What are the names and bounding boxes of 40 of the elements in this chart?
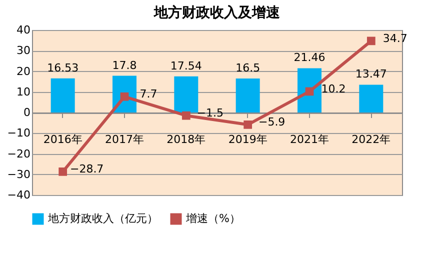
bar — [359, 84, 384, 112]
point — [366, 36, 376, 46]
bar — [50, 78, 75, 112]
data-label: 13.47 — [355, 68, 387, 81]
bar — [174, 76, 198, 112]
legend-label: 增速（%） — [185, 212, 240, 225]
data-label: 21.46 — [294, 51, 326, 64]
data-label: 17.54 — [170, 59, 202, 72]
y-tick-label: 40 — [16, 24, 30, 36]
point — [182, 111, 190, 120]
y-tick-label: −40 — [7, 188, 30, 202]
y-tick-label: −20 — [7, 147, 30, 160]
point — [305, 87, 314, 96]
data-label: −5.9 — [258, 116, 286, 129]
x-tick-label: 2021年 — [290, 133, 329, 146]
x-tick-label: 2022年 — [352, 133, 391, 146]
data-label: 34.7 — [382, 32, 408, 45]
x-tick-label: 2017年 — [105, 133, 144, 146]
data-label: 17.8 — [112, 58, 137, 72]
point — [244, 120, 252, 129]
x-tick-label: 2016年 — [43, 133, 82, 146]
data-label: 10.2 — [321, 82, 346, 96]
x-tick-label: 2018年 — [166, 133, 206, 146]
y-tick-label: −30 — [7, 168, 30, 181]
y-tick-label: 20 — [16, 64, 30, 78]
point — [58, 168, 68, 176]
data-label: 16.53 — [47, 61, 79, 74]
data-label: −28.7 — [70, 162, 104, 176]
point — [120, 92, 129, 101]
y-tick-label: −10 — [7, 126, 30, 140]
y-tick-label: 10 — [16, 85, 30, 98]
chart-title: 地方财政收入及增速 — [153, 4, 281, 21]
legend-label: 地方财政收入（亿元） — [47, 212, 158, 225]
data-label: 16.5 — [236, 61, 260, 74]
y-tick-label: 0 — [24, 106, 30, 119]
y-tick-label: 30 — [16, 44, 30, 58]
data-label: 7.7 — [140, 88, 158, 101]
data-label: −1.5 — [196, 106, 224, 120]
x-tick-label: 2019年 — [228, 133, 268, 146]
bar — [236, 78, 260, 112]
